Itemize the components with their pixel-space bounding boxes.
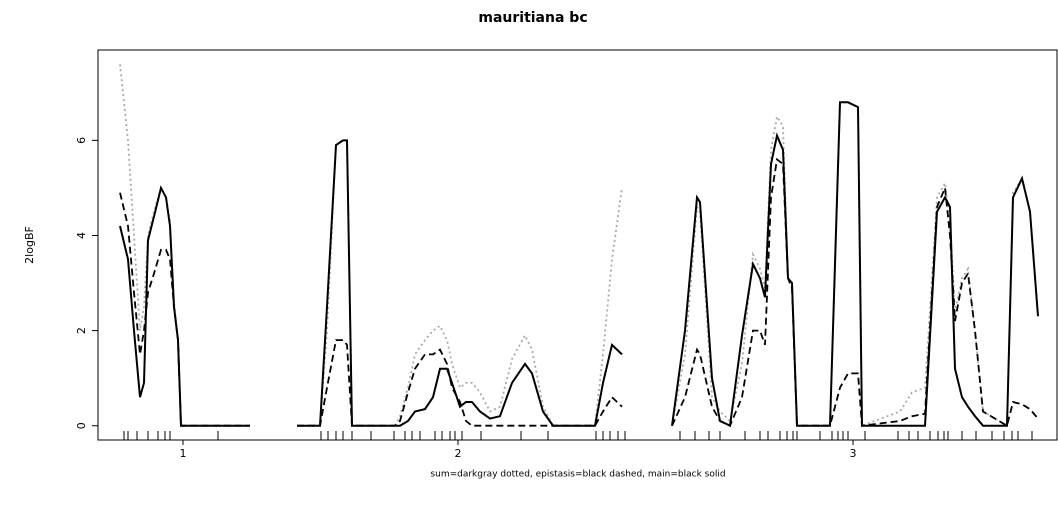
x-tick-label: 3 xyxy=(850,447,857,460)
y-tick-label: 4 xyxy=(75,232,88,239)
y-tick-label: 6 xyxy=(75,137,88,144)
chart-title: mauritiana bc xyxy=(478,10,587,26)
y-tick-label: 0 xyxy=(75,422,88,429)
y-axis-label: 2logBF xyxy=(23,226,36,264)
series-line xyxy=(119,64,1039,428)
x-axis-label: sum=darkgray dotted, epistasis=black das… xyxy=(430,470,725,480)
x-tick-label: 1 xyxy=(180,447,187,460)
x-tick-label: 2 xyxy=(455,447,462,460)
series-line xyxy=(119,101,1039,428)
plot-frame xyxy=(97,49,1058,441)
y-tick-label: 2 xyxy=(75,327,88,334)
series-line xyxy=(119,157,1039,428)
